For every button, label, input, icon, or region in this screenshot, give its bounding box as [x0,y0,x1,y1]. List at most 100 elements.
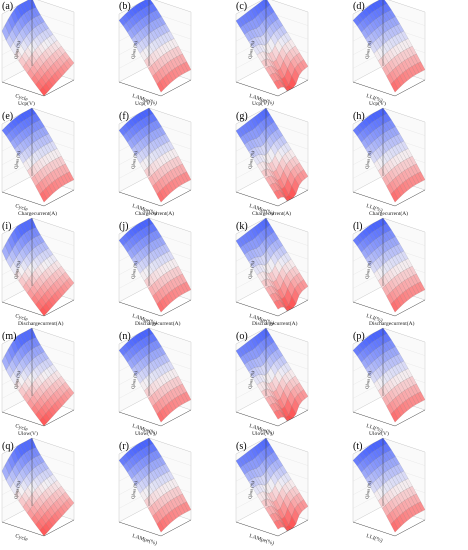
panel-label: (r) [119,441,129,452]
axis-line [160,79,192,97]
surface-cell [273,80,282,90]
axis-line [352,521,396,537]
z-axis-title: Ucp(V) [135,100,152,107]
axis-line [43,519,75,537]
axis-line [394,519,426,537]
panel-label: (e) [2,111,14,122]
panel-label: (p) [353,331,365,342]
axis-line [1,191,45,207]
axis-line [352,81,396,97]
axis-line [118,301,162,317]
panel-b: Temperature(°C)Qloss (%)LAMpe(%)(b) [117,0,234,110]
y-axis-title: Qloss (%) [13,150,21,169]
x-axis-title: Cycle [14,533,29,543]
surface-chart-n: Dischargecurrent(A)Qloss (%)LAMpe(%) [118,320,192,437]
surface-chart-m: Dischargecurrent(A) Qloss (%) Cycle [1,320,75,433]
axis-line [43,189,75,207]
axis-line [277,79,309,97]
panel-i: Chargecurrent(A) Qloss (%) Cycle (i) [0,210,117,330]
panel-label: (c) [236,1,248,12]
z-axis-title: Ulow(V) [252,430,272,437]
axis-line [1,521,45,537]
panel-label: (k) [236,221,248,232]
panel-r: Ulow(V) Qloss (%) LAMpe(%) (r) [117,430,234,550]
panel-label: (b) [119,1,131,12]
z-axis-title: Ucp(V) [369,100,386,107]
panel-q: Ulow(V) Qloss (%) Cycle (q) [0,430,117,550]
panel-f: Ucp(V) Qloss (%) LAMpe(%) (f) [117,100,234,220]
panel-a: Temperature(°C)Qloss (%)Cycle(a) [0,0,117,110]
surface-chart-p: Dischargecurrent(A) Qloss (%) LLI(%) [352,320,426,434]
axis-line [118,411,162,427]
axis-line [1,301,45,317]
surface-chart-k: Chargecurrent(A)Qloss (%)LAMpe(%) [235,210,309,327]
x-axis-title: Cycle [14,93,29,103]
surface-cell [390,191,399,203]
axis-line [277,189,309,207]
y-axis-title: Qloss (%) [247,370,255,389]
axis-line [352,191,396,207]
surface-cell [273,410,282,420]
panel-e: Ucp(V) Qloss (%) Cycle (e) [0,100,117,220]
y-axis-title: Qloss (%) [247,480,255,499]
surface-cell [273,190,282,200]
y-axis-title: Qloss (%) [13,480,21,499]
surface-cell [156,521,165,533]
surface-cell [390,411,399,423]
surface-chart-a: Temperature(°C)Qloss (%)Cycle [1,0,75,103]
z-axis-title: Ulow(V) [135,430,155,437]
axis-line [277,519,309,537]
z-axis-title: Chargecurrent(A) [18,210,57,217]
axis-line [160,519,192,537]
axis-line [118,81,162,97]
x-axis-title: Cycle [14,203,29,213]
panel-h: Ucp(V) Qloss (%) LLI(%) (h) [351,100,468,220]
panel-p: Dischargecurrent(A) Qloss (%) LLI(%) (p) [351,320,468,440]
panel-d: Temperature(°C)Qloss (%)LLI(%)(d) [351,0,468,110]
axis-line [235,191,279,207]
y-axis-title: Qloss (%) [247,260,255,279]
panel-s: Ulow(V) Qloss (%) LAMpe(%) (s) [234,430,351,550]
panel-label: (m) [2,331,17,342]
z-axis-title: Dischargecurrent(A) [18,320,64,327]
z-axis-title: Ucp(V) [18,100,35,107]
y-axis-title: Qloss (%) [364,370,372,389]
panel-label: (g) [236,111,248,122]
y-axis-title: Qloss (%) [364,480,372,499]
surface-chart-e: Ucp(V) Qloss (%) Cycle [1,100,75,213]
axis-line [352,301,396,317]
axis-line [235,301,279,317]
surface-chart-f: Ucp(V)Qloss (%)LAMpe(%) [118,100,192,217]
panel-label: (f) [119,111,129,122]
panel-o: Dischargecurrent(A) Qloss (%) LAMpe(%) (o) [234,320,351,440]
z-axis-title: Chargecurrent(A) [135,210,174,217]
z-axis-title: Chargecurrent(A) [252,210,291,217]
panel-label: (o) [236,331,248,342]
panel-label: (s) [236,441,247,452]
panel-c: Temperature(°C)Qloss (%)LAMpe(%)(c) [234,0,351,110]
surface-cell [156,81,165,93]
surface-cell [273,300,282,310]
axis-line [394,79,426,97]
x-axis-title: LLI(%) [365,202,383,214]
y-axis-title: Qloss (%) [364,260,372,279]
panel-g: Ucp(V) Qloss (%) LAMpe(%) (g) [234,100,351,220]
surface-chart-d: Temperature(°C)Qloss (%)LLI(%) [352,0,426,104]
surface-chart-h: Ucp(V) Qloss (%) LLI(%) [352,100,426,214]
x-axis-title: LLI(%) [365,532,383,544]
axis-line [160,189,192,207]
surface-chart-o: Dischargecurrent(A)Qloss (%)LAMpe(%) [235,320,309,437]
y-axis-title: Qloss (%) [364,150,372,169]
panel-label: (i) [2,221,12,232]
y-axis-title: Qloss (%) [13,40,21,59]
y-axis-title: Qloss (%) [247,40,255,59]
axis-line [1,81,45,97]
y-axis-title: Qloss (%) [130,150,138,169]
panel-label: (t) [353,441,363,452]
panel-label: (q) [2,441,14,452]
z-axis-title: Dischargecurrent(A) [135,320,181,327]
x-axis-title: LLI(%) [365,422,383,434]
panel-label: (n) [119,331,131,342]
surface-chart-t: Ulow(V) Qloss (%) LLI(%) [352,430,426,544]
